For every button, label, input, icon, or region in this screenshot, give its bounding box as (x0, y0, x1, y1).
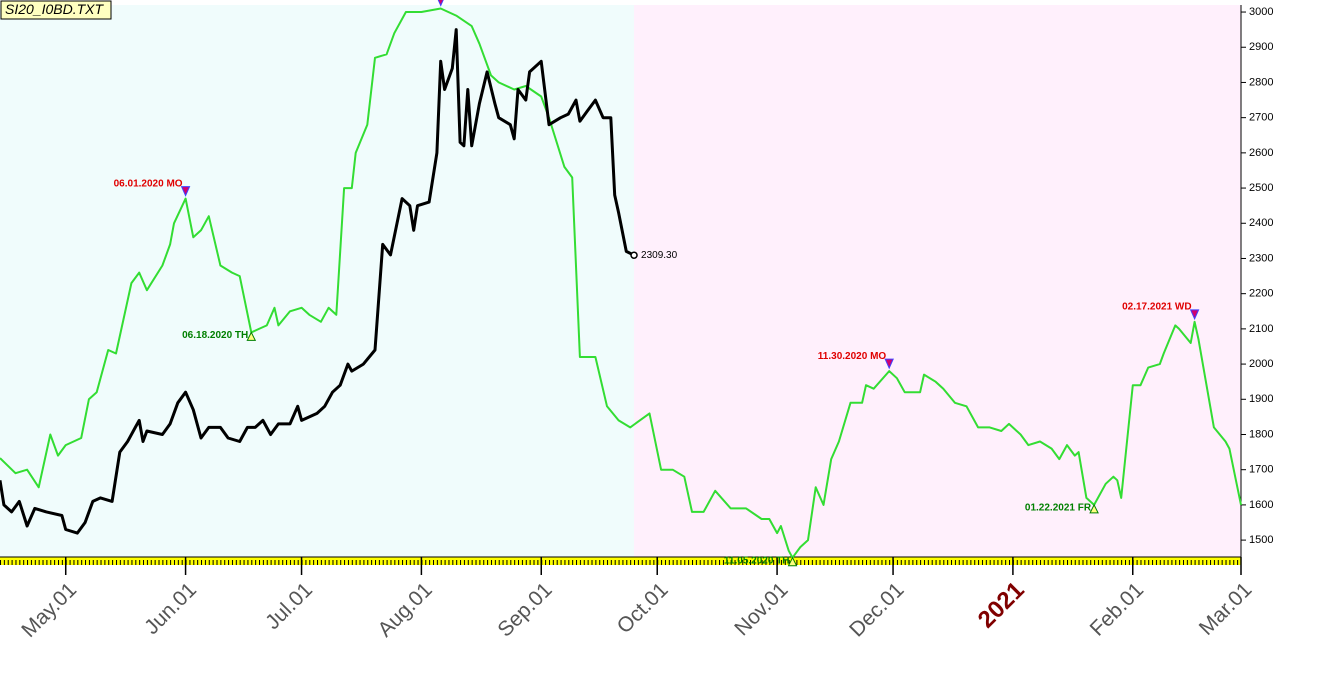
y-tick-label: 2200 (1249, 288, 1273, 300)
x-axis-minor-ticks (0, 557, 1241, 565)
y-tick-label: 2500 (1249, 182, 1273, 194)
peak-label: 06.01.2020 MO (114, 178, 183, 189)
trough-label: 01.22.2021 FR (1025, 503, 1092, 514)
x-tick-label: Dec.01 (845, 578, 908, 641)
y-tick-label: 2400 (1249, 217, 1273, 229)
x-tick-label: Jun.01 (140, 578, 201, 639)
x-tick-label: Sep.01 (493, 578, 556, 641)
y-tick-label: 2800 (1249, 76, 1273, 88)
y-tick-label: 1900 (1249, 393, 1273, 405)
x-tick-label: 2021 (973, 577, 1030, 634)
shaded-region (634, 5, 1241, 557)
title-box (0, 0, 112, 20)
x-tick-label: Mar.01 (1195, 578, 1257, 640)
y-tick-label: 1700 (1249, 464, 1273, 476)
peak-marker (884, 358, 894, 370)
peak-marker (1189, 309, 1200, 321)
y-tick-label: 2000 (1249, 358, 1273, 370)
trough-marker (246, 331, 257, 341)
trough-label: 06.18.2020 TH (182, 330, 248, 341)
x-tick-label: May.01 (17, 578, 81, 642)
chart-title: SI20_I0BD.TXT (5, 1, 104, 17)
y-tick-label: 2300 (1249, 252, 1273, 264)
x-tick-label: Jul.01 (261, 578, 317, 634)
trough-marker (1089, 503, 1099, 514)
y-tick-label: 1800 (1249, 428, 1273, 440)
peak-label: 02.17.2021 WD (1122, 301, 1192, 312)
y-tick-label: 3000 (1249, 6, 1273, 18)
last-point (630, 251, 638, 259)
y-tick-label: 1500 (1249, 534, 1273, 546)
x-tick-label: Oct.01 (613, 578, 673, 638)
x-tick-label: Nov.01 (730, 578, 792, 640)
price-line (0, 7, 1242, 559)
peak-label: 11.30.2020 MO (818, 351, 887, 362)
x-tick-label: Feb.01 (1086, 578, 1149, 641)
y-tick-label: 2700 (1249, 112, 1273, 124)
y-tick-label: 2600 (1249, 147, 1273, 159)
x-tick-label: Aug.01 (374, 578, 437, 641)
price-line (0, 28, 635, 535)
y-tick-label: 2100 (1249, 323, 1273, 335)
peak-marker (180, 186, 191, 197)
trough-marker (787, 556, 798, 567)
y-tick-label: 2900 (1249, 41, 1273, 53)
trough-label: 11.05.2020 TH (724, 555, 790, 566)
shaded-region (0, 5, 635, 557)
y-tick-label: 1600 (1249, 499, 1273, 511)
peak-marker (437, 0, 444, 7)
last-value-label: 2309.30 (641, 250, 678, 261)
